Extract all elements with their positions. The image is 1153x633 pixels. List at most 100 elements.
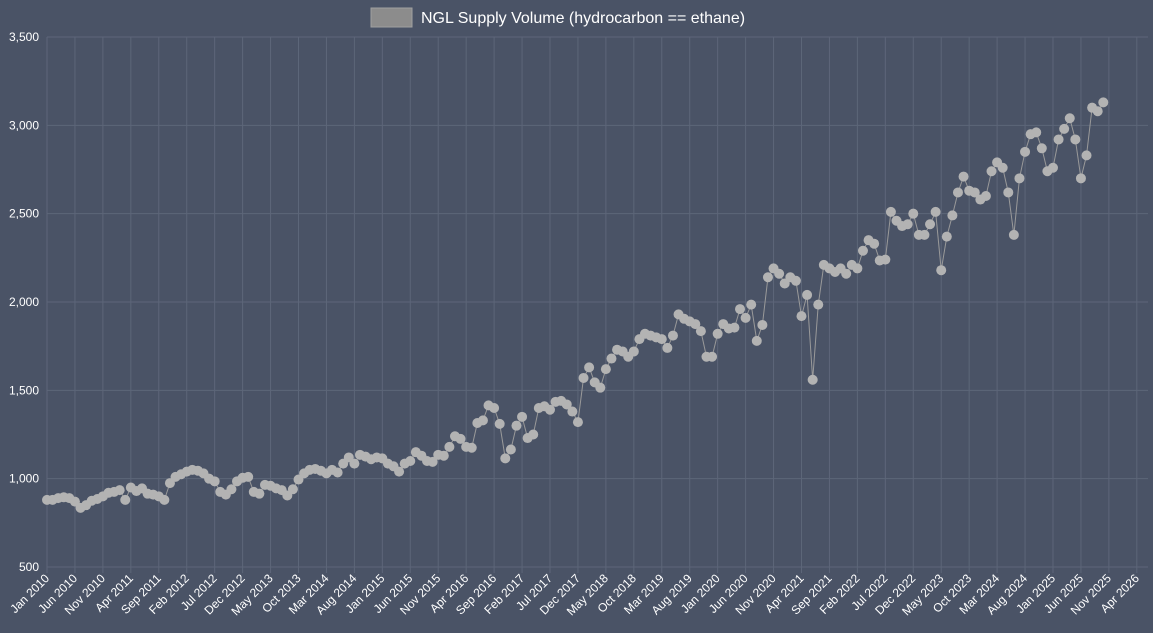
legend-swatch[interactable] xyxy=(370,7,413,28)
data-point[interactable] xyxy=(1092,106,1103,117)
data-point[interactable] xyxy=(114,485,125,496)
data-point[interactable] xyxy=(869,238,880,249)
data-point[interactable] xyxy=(667,330,678,341)
data-point[interactable] xyxy=(790,275,801,286)
data-point[interactable] xyxy=(695,326,706,337)
data-point[interactable] xyxy=(852,263,863,274)
data-point[interactable] xyxy=(628,346,639,357)
data-point[interactable] xyxy=(1003,187,1014,198)
data-point[interactable] xyxy=(902,219,913,230)
data-point[interactable] xyxy=(1053,134,1064,145)
data-point[interactable] xyxy=(880,254,891,265)
data-point[interactable] xyxy=(595,382,606,393)
data-point[interactable] xyxy=(159,494,170,505)
data-point[interactable] xyxy=(841,268,852,279)
data-point[interactable] xyxy=(578,372,589,383)
data-point[interactable] xyxy=(751,335,762,346)
data-point[interactable] xyxy=(1008,229,1019,240)
data-point[interactable] xyxy=(505,444,516,455)
data-point[interactable] xyxy=(908,208,919,219)
data-point[interactable] xyxy=(1070,134,1081,145)
data-point[interactable] xyxy=(1020,146,1031,157)
data-point[interactable] xyxy=(1036,143,1047,154)
data-point[interactable] xyxy=(952,187,963,198)
actual-series-line xyxy=(47,102,1104,509)
data-point[interactable] xyxy=(919,229,930,240)
data-point[interactable] xyxy=(707,351,718,362)
data-point[interactable] xyxy=(455,433,466,444)
data-point[interactable] xyxy=(735,304,746,315)
data-point[interactable] xyxy=(528,429,539,440)
data-point[interactable] xyxy=(740,312,751,323)
data-point[interactable] xyxy=(774,268,785,279)
data-point[interactable] xyxy=(600,364,611,375)
data-point[interactable] xyxy=(444,441,455,452)
data-point[interactable] xyxy=(925,219,936,230)
data-point[interactable] xyxy=(1014,173,1025,184)
data-point[interactable] xyxy=(584,362,595,373)
data-point[interactable] xyxy=(1081,150,1092,161)
data-point[interactable] xyxy=(494,418,505,429)
data-point[interactable] xyxy=(746,299,757,310)
data-point[interactable] xyxy=(958,171,969,182)
data-point[interactable] xyxy=(1059,123,1070,134)
y-tick-label: 1,500 xyxy=(9,383,39,397)
data-point[interactable] xyxy=(226,484,237,495)
data-point[interactable] xyxy=(807,374,818,385)
data-point[interactable] xyxy=(427,456,438,467)
series-lines xyxy=(47,102,1104,509)
data-point[interactable] xyxy=(656,334,667,345)
data-point[interactable] xyxy=(477,415,488,426)
data-point[interactable] xyxy=(606,353,617,364)
y-axis-ticks: 500 1,000 1,500 2,000 2,500 3,000 3,500 xyxy=(9,30,39,574)
y-tick-label: 3,000 xyxy=(9,118,39,132)
data-point[interactable] xyxy=(947,210,958,221)
data-point[interactable] xyxy=(287,484,298,495)
data-point[interactable] xyxy=(662,342,673,353)
data-point[interactable] xyxy=(243,471,254,482)
legend-label[interactable]: NGL Supply Volume (hydrocarbon == ethane… xyxy=(421,10,745,27)
legend[interactable]: NGL Supply Volume (hydrocarbon == ethane… xyxy=(370,7,745,28)
data-point[interactable] xyxy=(572,417,583,428)
data-point[interactable] xyxy=(500,453,511,464)
data-point[interactable] xyxy=(690,319,701,330)
data-point[interactable] xyxy=(332,467,343,478)
data-point[interactable] xyxy=(857,245,868,256)
data-point[interactable] xyxy=(254,488,265,499)
data-point[interactable] xyxy=(1098,97,1109,108)
data-point[interactable] xyxy=(796,311,807,322)
data-point[interactable] xyxy=(1031,127,1042,138)
data-point[interactable] xyxy=(511,420,522,431)
data-point[interactable] xyxy=(120,494,131,505)
data-point[interactable] xyxy=(986,166,997,177)
data-point[interactable] xyxy=(757,319,768,330)
data-point[interactable] xyxy=(438,450,449,461)
data-point[interactable] xyxy=(561,399,572,410)
data-point[interactable] xyxy=(980,191,991,201)
data-point[interactable] xyxy=(567,406,578,417)
data-point[interactable] xyxy=(729,322,740,333)
data-point[interactable] xyxy=(544,404,555,415)
data-point[interactable] xyxy=(1064,113,1075,124)
data-point[interactable] xyxy=(466,442,477,453)
data-point[interactable] xyxy=(936,265,947,276)
data-point[interactable] xyxy=(813,299,824,310)
data-point[interactable] xyxy=(712,328,723,339)
data-point[interactable] xyxy=(405,456,416,466)
data-point[interactable] xyxy=(885,206,896,217)
data-point[interactable] xyxy=(517,411,528,422)
data-point[interactable] xyxy=(941,231,952,242)
data-point[interactable] xyxy=(1047,162,1058,173)
data-point[interactable] xyxy=(969,187,980,198)
data-point[interactable] xyxy=(1075,173,1086,184)
data-point[interactable] xyxy=(394,466,405,477)
data-point[interactable] xyxy=(997,162,1008,173)
data-point[interactable] xyxy=(802,289,813,300)
data-point[interactable] xyxy=(349,458,360,469)
data-point[interactable] xyxy=(762,272,773,283)
data-point[interactable] xyxy=(489,403,500,413)
data-point[interactable] xyxy=(930,206,941,217)
data-point[interactable] xyxy=(209,476,220,487)
y-tick-label: 2,500 xyxy=(9,207,39,221)
